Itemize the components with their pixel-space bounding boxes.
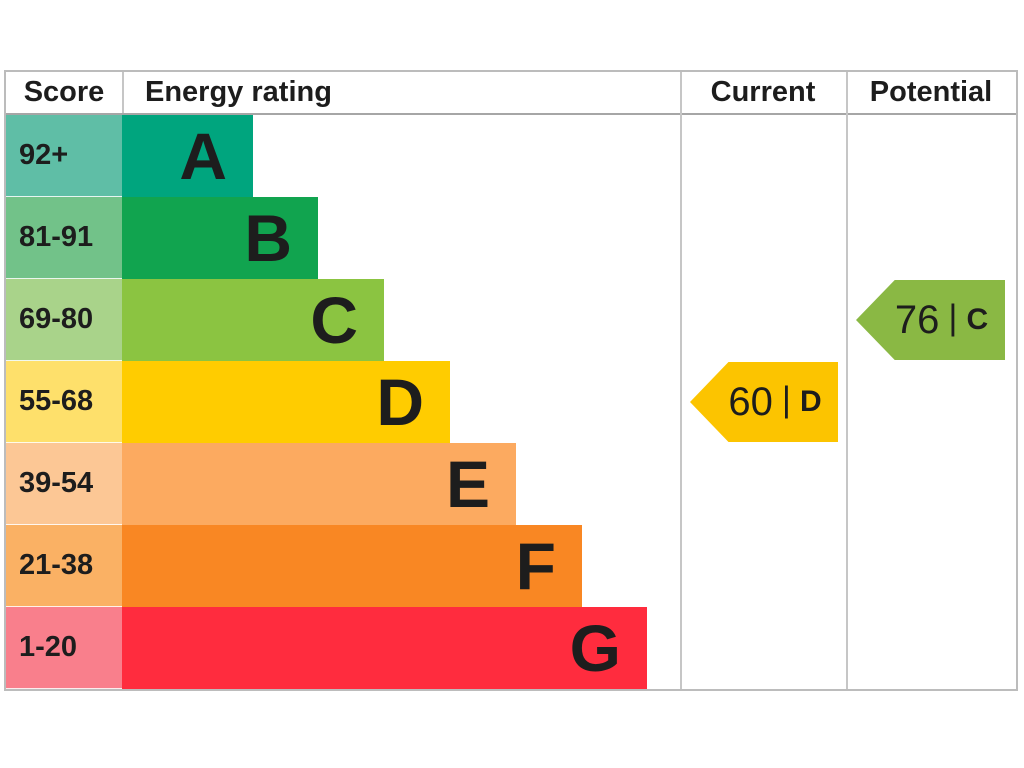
header-current: Current bbox=[710, 76, 816, 108]
band-letter-c: C bbox=[310, 283, 358, 357]
score-cell-f: 21-38 bbox=[6, 525, 122, 607]
band-row-e: 39-54 E bbox=[6, 443, 1016, 525]
score-cell-b: 81-91 bbox=[6, 197, 122, 279]
score-cell-d: 55-68 bbox=[6, 361, 122, 443]
score-cell-g: 1-20 bbox=[6, 607, 122, 689]
current-rating-value: 60 bbox=[728, 379, 773, 424]
potential-rating-divider: | bbox=[948, 298, 958, 337]
band-bar-a: A bbox=[122, 115, 253, 197]
header-energy-rating: Energy rating bbox=[145, 76, 332, 108]
current-rating-divider: | bbox=[781, 380, 791, 419]
band-letter-g: G bbox=[569, 611, 621, 685]
band-letter-f: F bbox=[515, 529, 556, 603]
score-cell-e: 39-54 bbox=[6, 443, 122, 525]
band-row-d: 55-68 D bbox=[6, 361, 1016, 443]
potential-column-divider bbox=[846, 72, 848, 689]
band-row-f: 21-38 F bbox=[6, 525, 1016, 607]
header-score: Score bbox=[23, 76, 105, 108]
current-rating-letter: D bbox=[799, 385, 822, 418]
band-bar-f: F bbox=[122, 525, 582, 607]
score-column-divider bbox=[122, 72, 124, 113]
band-row-g: 1-20 G bbox=[6, 607, 1016, 689]
band-bar-d: D bbox=[122, 361, 450, 443]
current-column-divider bbox=[680, 72, 682, 689]
score-cell-c: 69-80 bbox=[6, 279, 122, 361]
header-potential: Potential bbox=[869, 76, 993, 108]
band-row-c: 69-80 C bbox=[6, 279, 1016, 361]
band-row-b: 81-91 B bbox=[6, 197, 1016, 279]
band-letter-b: B bbox=[244, 201, 292, 275]
score-cell-a: 92+ bbox=[6, 115, 122, 197]
band-bar-c: C bbox=[122, 279, 384, 361]
band-letter-a: A bbox=[179, 119, 227, 193]
band-bar-b: B bbox=[122, 197, 318, 279]
band-letter-d: D bbox=[376, 365, 424, 439]
potential-rating-letter: C bbox=[966, 303, 989, 336]
potential-rating-value: 76 bbox=[894, 297, 940, 342]
band-letter-e: E bbox=[445, 447, 490, 521]
band-bar-e: E bbox=[122, 443, 516, 525]
header-underline bbox=[6, 113, 1016, 115]
epc-table: Score Energy rating Current Potential 92… bbox=[4, 70, 1018, 691]
band-row-a: 92+ A bbox=[6, 115, 1016, 197]
band-bar-g: G bbox=[122, 607, 647, 689]
